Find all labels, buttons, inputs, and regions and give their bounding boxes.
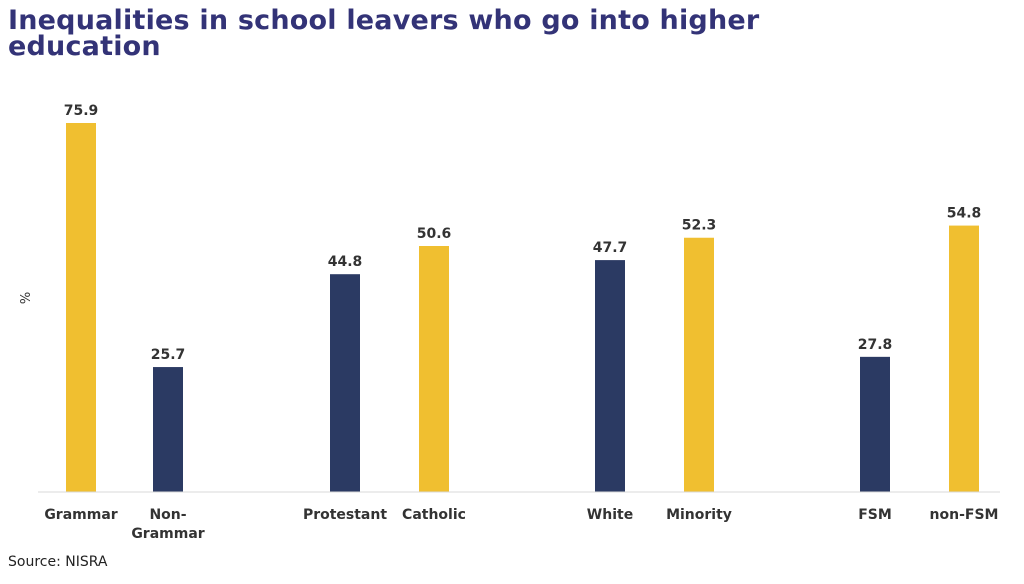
x-tick-label-minority: Minority xyxy=(666,507,732,523)
x-tick-label-non-grammar: Non-Grammar xyxy=(131,507,204,542)
chart-title: Inequalities in school leavers who go in… xyxy=(8,5,760,62)
bar-protestant xyxy=(330,274,360,492)
source-note: Source: NISRA xyxy=(8,554,108,570)
data-label-non-grammar: 25.7 xyxy=(151,347,186,363)
data-label-grammar: 75.9 xyxy=(64,103,99,119)
data-label-fsm: 27.8 xyxy=(858,337,893,353)
bar-catholic xyxy=(419,246,449,492)
data-label-protestant: 44.8 xyxy=(328,254,363,270)
x-tick-label-grammar: Grammar xyxy=(44,507,117,523)
bar-grammar xyxy=(66,123,96,492)
x-tick-label-protestant: Protestant xyxy=(303,507,387,523)
bar-non-grammar xyxy=(153,367,183,492)
x-tick-label-catholic: Catholic xyxy=(402,507,466,523)
bar-minority xyxy=(684,237,714,492)
bar-white xyxy=(595,260,625,492)
bar-non-fsm xyxy=(949,225,979,492)
bars-group xyxy=(66,123,979,492)
x-tick-label-fsm: FSM xyxy=(858,507,892,523)
data-label-minority: 52.3 xyxy=(682,218,717,234)
data-labels-group: 75.9 25.7 44.8 50.6 47.7 52.3 27.8 54.8 xyxy=(64,103,982,363)
data-label-white: 47.7 xyxy=(593,240,628,256)
y-axis-label: % xyxy=(19,292,34,304)
bar-fsm xyxy=(860,356,890,492)
x-tick-labels-group: Grammar Non-Grammar Protestant Catholic Whit… xyxy=(44,507,998,542)
data-label-catholic: 50.6 xyxy=(417,226,452,242)
data-label-non-fsm: 54.8 xyxy=(947,206,982,222)
x-tick-label-white: White xyxy=(587,507,633,523)
x-tick-label-non-fsm: non-FSM xyxy=(930,507,999,523)
